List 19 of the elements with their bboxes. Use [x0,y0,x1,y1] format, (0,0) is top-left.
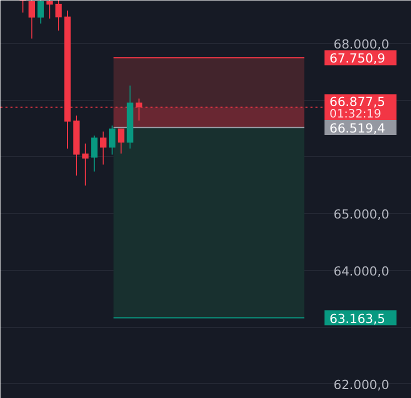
candlestick [91,135,98,172]
candlestick [108,125,116,156]
candlestick [46,0,53,20]
candlestick [20,0,26,14]
candlestick [82,143,89,186]
candlestick [37,0,44,24]
ref-line-label: 63.163,5 [330,310,386,326]
ref-line-label: 66.519,4 [330,120,386,136]
y-tick-label: 64.000,0 [334,263,390,278]
y-tick-label: 68.000,0 [334,36,390,52]
candlestick [55,0,62,32]
candlestick [28,0,35,40]
ref-line-label: 67.750,9 [330,50,386,66]
y-tick-label: 65.000,0 [334,206,390,222]
candlestick [100,131,106,166]
annotation: 01:32:19 [330,106,382,121]
ref-line-label: 66.877,5 [330,94,386,110]
candlestick [118,128,124,154]
y-tick-label: 62.000,0 [334,376,390,392]
